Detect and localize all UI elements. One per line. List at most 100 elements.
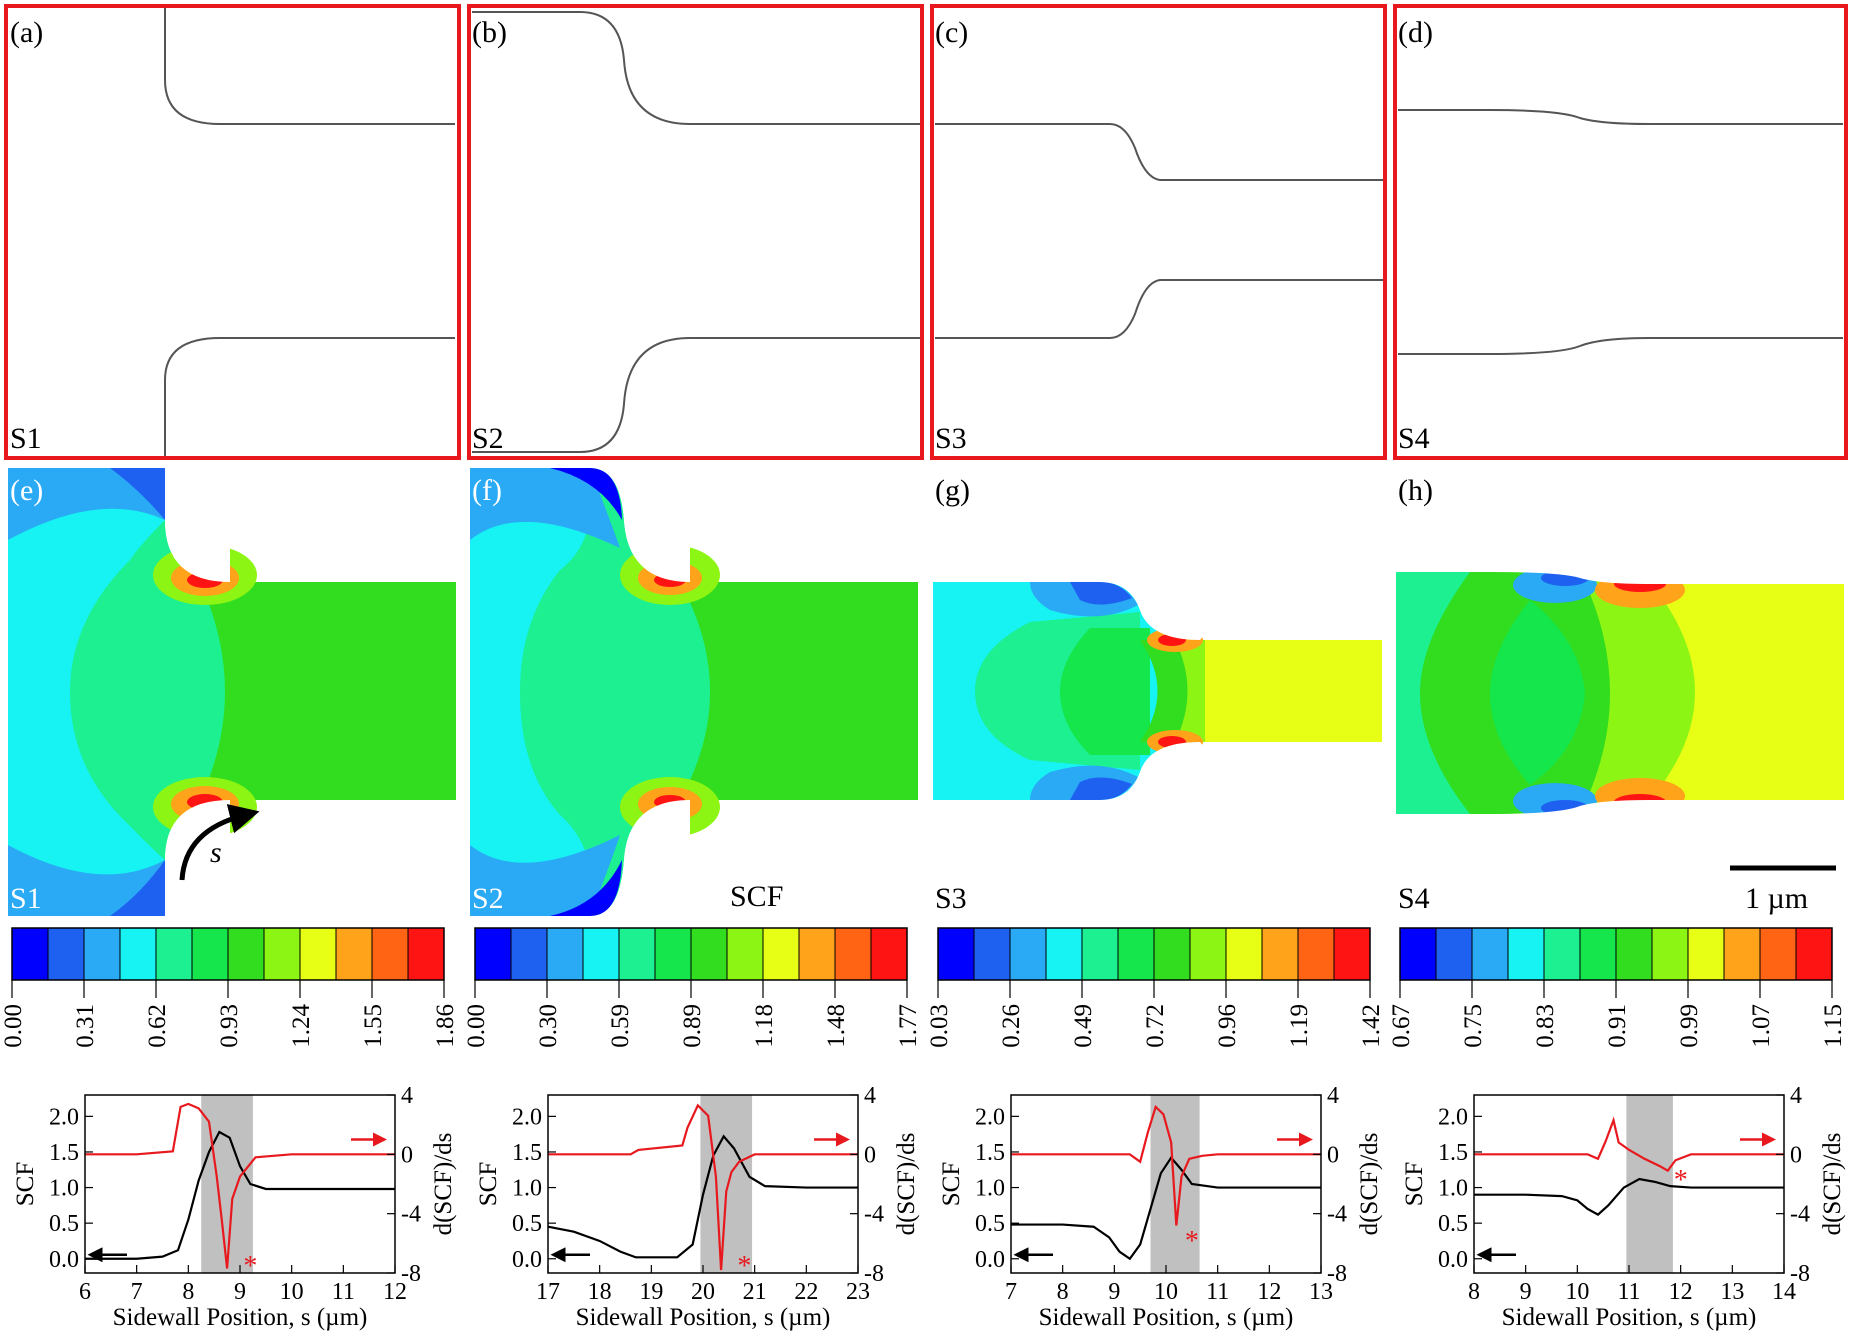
- colorbar-swatch: [47, 927, 85, 981]
- dscf-axis-arrow: [1740, 1132, 1776, 1147]
- minimum-marker: *: [1185, 1226, 1199, 1257]
- colorbar-tick-label: 1.55: [360, 1004, 387, 1048]
- colorbar-swatch: [1045, 927, 1083, 981]
- colorbar-swatch: [474, 927, 512, 981]
- x-axis-label: Sidewall Position, s (µm): [1502, 1304, 1757, 1331]
- panel-b-frame: [467, 4, 924, 460]
- colorbar-swatch: [1795, 927, 1833, 981]
- colorbar-swatch: [1579, 927, 1617, 981]
- y2-tick-label: -8: [401, 1261, 421, 1287]
- minimum-marker: *: [737, 1251, 751, 1282]
- colorbar-swatch: [155, 927, 193, 981]
- x-tick-label: 10: [1565, 1279, 1589, 1305]
- panel-d-frame: [1393, 4, 1848, 460]
- panel-label-b: (b): [472, 16, 507, 49]
- x-tick-label: 13: [1309, 1279, 1333, 1305]
- panel-c-bottom-outline: [935, 279, 1383, 339]
- colorbar-tick-label: 1.86: [432, 1004, 459, 1048]
- y-axis-label: SCF: [12, 1162, 39, 1206]
- y2-axis-label: d(SCF)/ds: [1356, 1133, 1383, 1236]
- colorbar-swatch: [299, 927, 337, 981]
- scale-bar-label: 1 µm: [1745, 882, 1808, 915]
- colorbar-2: 0.00 0.30 0.59 0.89 1.18 1.48 1.77: [463, 927, 922, 1048]
- colorbar-swatch: [1189, 927, 1227, 981]
- y2-tick-label: 4: [1327, 1083, 1339, 1109]
- panel-f-band-botleft: [470, 835, 620, 916]
- colorbar-swatch: [1081, 927, 1119, 981]
- colorbar-swatch: [191, 927, 229, 981]
- panel-f-notch-top: [590, 468, 690, 582]
- panel-a-bottom-outline: [164, 337, 455, 456]
- colorbar-tick-label: 0.75: [1460, 1004, 1487, 1048]
- colorbar-swatch: [1687, 927, 1725, 981]
- panel-label-a: (a): [10, 16, 43, 49]
- x-tick-label: 10: [1154, 1279, 1178, 1305]
- x-axis-label: Sidewall Position, s (µm): [576, 1304, 831, 1331]
- x-axis-label: Sidewall Position, s (µm): [113, 1304, 368, 1331]
- x-tick-label: 20: [691, 1279, 715, 1305]
- panel-h-band-left: [1396, 572, 1470, 814]
- panel-f-corner-bl: [550, 860, 622, 916]
- panel-b-bottom-outline: [472, 337, 920, 453]
- panel-d-bottom-outline: [1398, 337, 1843, 355]
- panel-g-band-3: [1060, 628, 1150, 755]
- x-tick-label: 13: [1720, 1279, 1744, 1305]
- charts: 6 7 8 9 10 11 12 0.0 0.5 1.0 1.5 2.0 -8 -4 0 4 Sidewall …: [12, 1083, 1846, 1331]
- y2-tick-label: -4: [864, 1202, 884, 1228]
- colorbar-swatch: [263, 927, 301, 981]
- dscf-line: [1011, 1104, 1321, 1226]
- panel-e-band-mid: [200, 582, 456, 800]
- panel-label-h: (h): [1398, 474, 1433, 507]
- colorbar-tick-label: 0.72: [1142, 1004, 1169, 1048]
- y-tick-label: 2.0: [49, 1104, 79, 1130]
- colorbar-swatch: [1507, 927, 1545, 981]
- panel-label-e: (e): [10, 474, 43, 507]
- panel-g: (g) S3: [933, 474, 1382, 915]
- chart-1: 6 7 8 9 10 11 12 0.0 0.5 1.0 1.5 2.0 -8 -4 0 4 Sidewall …: [12, 1083, 457, 1331]
- y2-tick-label: 0: [1790, 1142, 1802, 1168]
- panel-h: (h) S4 1 µm: [1396, 474, 1844, 915]
- y-tick-label: 1.5: [512, 1140, 542, 1166]
- colorbar-swatch: [582, 927, 620, 981]
- y2-tick-label: -4: [1790, 1202, 1810, 1228]
- x-tick-label: 11: [332, 1279, 355, 1305]
- panel-c-frame: [930, 4, 1387, 460]
- y-tick-label: 1.5: [49, 1140, 79, 1166]
- colorbar-tick-label: 1.48: [823, 1004, 850, 1048]
- colorbar-tick-label: 0.59: [607, 1004, 634, 1048]
- x-tick-label: 10: [280, 1279, 304, 1305]
- y2-tick-label: -4: [1327, 1202, 1347, 1228]
- colorbar-tick-label: 0.49: [1070, 1004, 1097, 1048]
- y-tick-label: 0.5: [512, 1211, 542, 1237]
- colorbar-swatch: [834, 927, 872, 981]
- x-tick-label: 7: [131, 1279, 143, 1305]
- y-axis-label: SCF: [475, 1162, 502, 1206]
- y-tick-label: 1.0: [975, 1176, 1005, 1202]
- y-tick-label: 1.0: [49, 1176, 79, 1202]
- panel-d: (d) S4: [1393, 4, 1848, 460]
- colorbar-swatch: [119, 927, 157, 981]
- panel-d-top-outline: [1398, 109, 1843, 125]
- panel-label-g: (g): [935, 474, 970, 507]
- colorbar-swatch: [1297, 927, 1335, 981]
- colorbar-tick-label: 1.07: [1748, 1004, 1775, 1048]
- x-tick-label: 12: [1257, 1279, 1281, 1305]
- x-tick-label: 9: [1520, 1279, 1532, 1305]
- x-tick-label: 22: [794, 1279, 818, 1305]
- panel-e: s (e) S1: [8, 468, 456, 916]
- structure-label-e: S1: [10, 882, 42, 915]
- y2-tick-label: 0: [864, 1142, 876, 1168]
- panel-f-corner-tl: [550, 468, 622, 520]
- chart-2: 17 18 19 20 21 22 23 0.0 0.5 1.0 1.5 2.0 -8 -4 0 4 Sidew…: [475, 1083, 920, 1331]
- colorbar-swatch: [227, 927, 265, 981]
- minimum-marker: *: [1674, 1165, 1688, 1196]
- y2-tick-label: 0: [401, 1142, 413, 1168]
- y2-axis-label: d(SCF)/ds: [1819, 1133, 1846, 1236]
- colorbar-swatch: [690, 927, 728, 981]
- x-tick-label: 11: [1206, 1279, 1229, 1305]
- colorbar-swatch: [1009, 927, 1047, 981]
- y-tick-label: 2.0: [1438, 1104, 1468, 1130]
- colorbar-tick-label: 0.03: [926, 1004, 953, 1048]
- colorbar-tick-label: 1.77: [895, 1004, 922, 1048]
- colorbars: 0.00 0.31 0.62 0.93 1.24 1.55 1.86 0.00 0.30 0.59…: [0, 927, 1847, 1048]
